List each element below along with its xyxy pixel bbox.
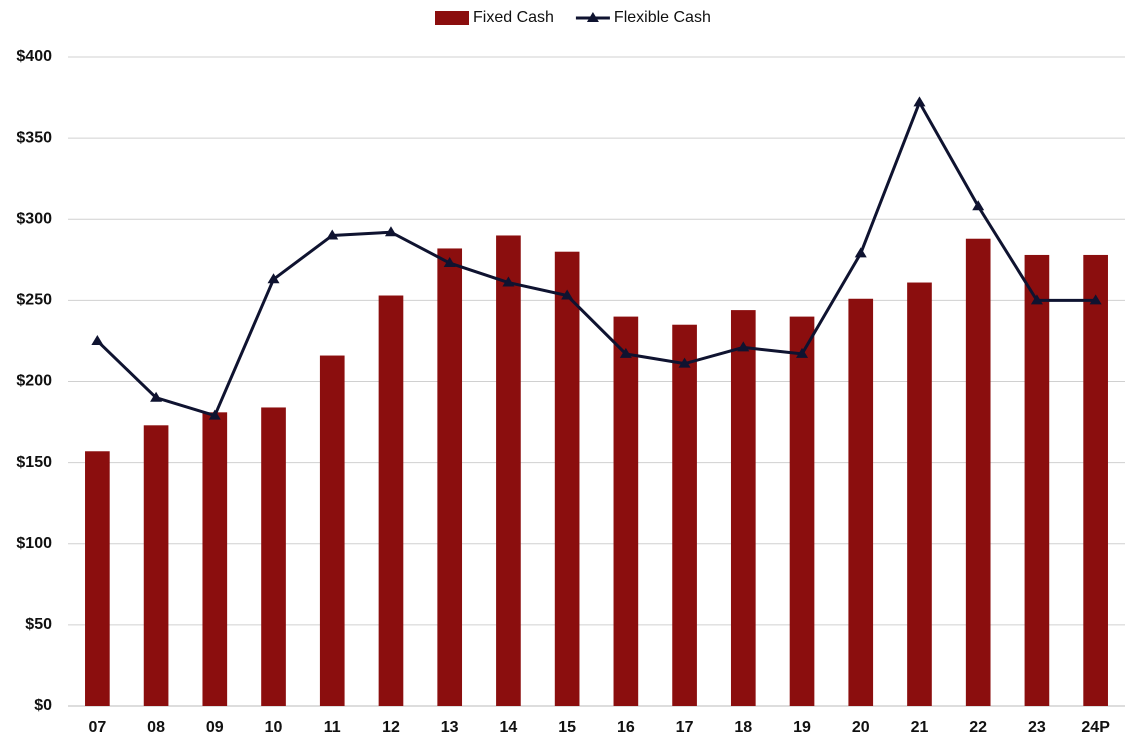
x-tick-label: 22: [969, 719, 987, 736]
marker: [384, 226, 397, 237]
marker: [561, 289, 574, 300]
y-tick-label: $350: [16, 129, 52, 146]
marker: [443, 257, 456, 268]
x-tick-label: 12: [382, 719, 400, 736]
y-tick-label: $100: [16, 535, 52, 552]
x-tick-label: 15: [558, 719, 576, 736]
marker: [854, 247, 867, 258]
bar: [319, 355, 345, 706]
y-tick-label: $400: [16, 48, 52, 65]
bar: [378, 295, 404, 706]
x-tick-label: 11: [324, 719, 341, 736]
marker: [326, 229, 339, 240]
bar: [143, 425, 169, 706]
marker: [972, 200, 985, 211]
y-tick-label: $0: [34, 697, 52, 714]
bar: [672, 324, 697, 706]
x-tick-label: 14: [500, 719, 518, 736]
bar: [437, 248, 463, 706]
marker: [737, 341, 750, 352]
x-tick-label: 17: [676, 719, 694, 736]
y-tick-label: $50: [25, 616, 52, 633]
x-tick-label: 18: [734, 719, 752, 736]
marker: [796, 347, 809, 358]
bar: [554, 251, 580, 706]
bar: [907, 282, 932, 706]
x-tick-label: 21: [911, 719, 929, 736]
y-tick-label: $150: [16, 454, 52, 471]
x-tick-label: 19: [793, 719, 811, 736]
legend-swatch: [435, 11, 469, 25]
marker: [208, 409, 221, 420]
marker: [267, 273, 280, 284]
marker: [1089, 294, 1102, 305]
marker: [1030, 294, 1043, 305]
bar: [85, 451, 110, 706]
legend-label: Flexible Cash: [614, 9, 711, 26]
legend-marker: [586, 12, 599, 22]
marker: [502, 276, 515, 287]
line: [96, 98, 1096, 418]
x-tick-label: 24P: [1081, 719, 1110, 736]
x-tick-label: 16: [617, 719, 635, 736]
legend-label: Fixed Cash: [473, 9, 554, 26]
bar: [261, 407, 286, 706]
x-tick-label: 13: [441, 719, 459, 736]
bar: [202, 412, 228, 706]
bar: [730, 310, 756, 706]
bar: [848, 298, 874, 706]
x-tick-label: 07: [88, 719, 106, 736]
x-tick-label: 10: [265, 719, 283, 736]
marker: [678, 357, 691, 368]
y-tick-label: $300: [16, 210, 52, 227]
x-tick-label: 20: [852, 719, 870, 736]
x-tick-label: 23: [1028, 719, 1046, 736]
bar: [496, 235, 521, 706]
y-tick-label: $250: [16, 292, 52, 309]
marker: [619, 347, 632, 358]
x-tick-label: 08: [147, 719, 165, 736]
marker: [91, 334, 104, 345]
marker: [913, 96, 926, 107]
y-tick-label: $200: [16, 373, 52, 390]
x-tick-label: 09: [206, 719, 224, 736]
marker: [150, 391, 163, 402]
bar: [613, 316, 639, 706]
bar: [965, 238, 991, 706]
bar: [1024, 254, 1050, 706]
bar: [1083, 254, 1108, 706]
bar: [789, 316, 815, 706]
